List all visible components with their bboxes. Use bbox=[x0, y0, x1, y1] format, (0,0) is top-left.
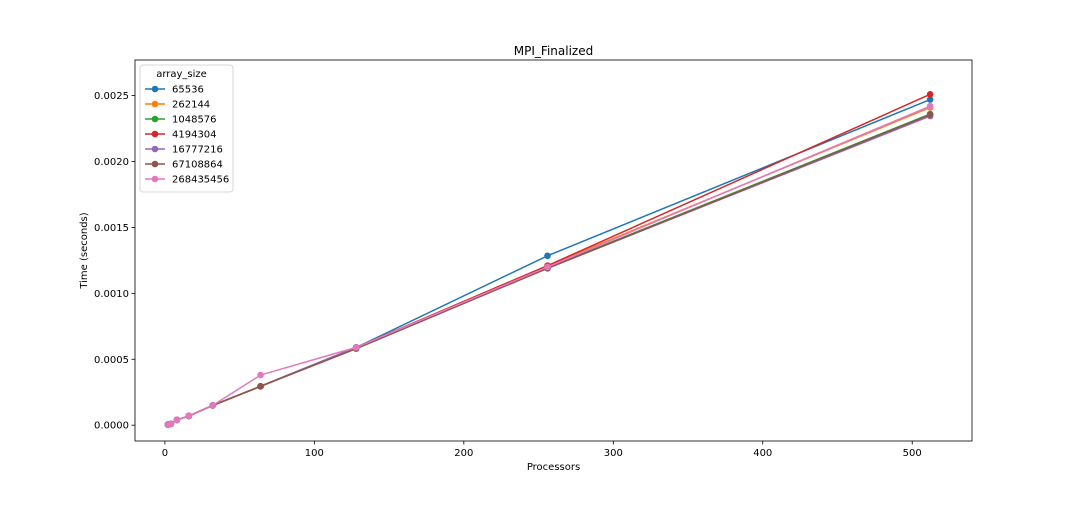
axes-layer: 0 100 200 300 400 500 0.0000 0.0005 0.0010 0.0015… bbox=[94, 59, 973, 459]
legend-item-1048576: 1048576 bbox=[145, 115, 217, 126]
legend-swatch-marker bbox=[151, 160, 159, 168]
series-268435456 bbox=[164, 102, 934, 428]
data-point bbox=[173, 416, 181, 424]
series-layer bbox=[164, 90, 934, 428]
legend-item-67108864: 67108864 bbox=[145, 160, 223, 171]
legend-swatch-marker bbox=[151, 175, 159, 183]
x-tick-label: 400 bbox=[753, 448, 772, 459]
data-point bbox=[926, 111, 934, 119]
y-tick-label: 0.0005 bbox=[94, 355, 129, 366]
y-tick-label: 0.0020 bbox=[94, 157, 129, 168]
x-tick-label: 100 bbox=[305, 448, 324, 459]
legend-swatch-marker bbox=[151, 85, 159, 93]
x-axis-label: Processors bbox=[527, 462, 580, 473]
legend-swatch-marker bbox=[151, 100, 159, 108]
data-point bbox=[257, 382, 264, 390]
chart-title: MPI_Finalized bbox=[514, 44, 593, 58]
plot-frame bbox=[134, 59, 973, 442]
legend-item-4194304: 4194304 bbox=[145, 130, 217, 141]
legend-label: 1048576 bbox=[172, 115, 217, 126]
legend-swatch-marker bbox=[151, 130, 159, 138]
data-point bbox=[209, 402, 217, 409]
y-tick-label: 0.0000 bbox=[94, 421, 129, 432]
x-tick-label: 0 bbox=[162, 448, 168, 459]
legend-label: 268435456 bbox=[172, 175, 229, 186]
data-point bbox=[257, 371, 264, 379]
legend-title: array_size bbox=[156, 69, 207, 80]
legend-item-65536: 65536 bbox=[145, 85, 204, 96]
y-tick-label: 0.0025 bbox=[94, 91, 129, 102]
x-tick-label: 200 bbox=[454, 448, 473, 459]
legend-box bbox=[139, 64, 234, 193]
legend-label: 65536 bbox=[172, 85, 204, 96]
data-point bbox=[926, 90, 934, 98]
y-axis-label: Time (seconds) bbox=[79, 212, 90, 289]
data-point bbox=[167, 420, 175, 428]
x-tick-label: 500 bbox=[903, 448, 922, 459]
data-point bbox=[352, 344, 360, 351]
data-point bbox=[544, 252, 551, 260]
legend-label: 67108864 bbox=[172, 160, 223, 171]
x-tick-label: 300 bbox=[604, 448, 623, 459]
legend-item-262144: 262144 bbox=[145, 100, 210, 111]
legend-label: 16777216 bbox=[172, 145, 223, 156]
y-tick-label: 0.0010 bbox=[94, 289, 129, 300]
data-point bbox=[544, 263, 551, 271]
legend-swatch-marker bbox=[151, 115, 159, 123]
legend-label: 4194304 bbox=[172, 130, 217, 141]
data-point bbox=[185, 412, 193, 420]
data-point bbox=[926, 102, 934, 110]
legend-item-16777216: 16777216 bbox=[145, 145, 223, 156]
y-tick-label: 0.0015 bbox=[94, 223, 129, 234]
legend: array_size 65536 262144 1048576 4194304 16777… bbox=[139, 64, 234, 193]
data-point bbox=[926, 96, 934, 103]
plot-background bbox=[135, 60, 972, 441]
legend-item-268435456: 268435456 bbox=[145, 175, 229, 186]
legend-swatch-marker bbox=[151, 145, 159, 153]
legend-label: 262144 bbox=[172, 100, 210, 111]
